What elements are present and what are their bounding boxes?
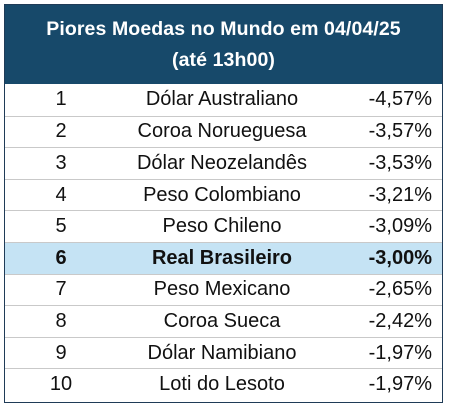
change-value-cell: -3,57% xyxy=(368,120,432,143)
currency-name-cell: Loti do Lesoto xyxy=(159,373,285,396)
table-title: Piores Moedas no Mundo em 04/04/25 xyxy=(46,17,401,40)
table-subtitle: (até 13h00) xyxy=(172,48,275,71)
rank-cell: 5 xyxy=(55,215,67,238)
currency-name-cell: Peso Chileno xyxy=(162,215,282,238)
rank-cell: 1 xyxy=(55,88,67,111)
currency-name-cell: Peso Mexicano xyxy=(153,278,291,301)
change-value-cell: -3,21% xyxy=(368,183,432,206)
rank-cell: 3 xyxy=(55,151,67,174)
rank-cell: 6 xyxy=(55,246,67,269)
table-row: 9 Dólar Namibiano -1,97% xyxy=(5,336,442,369)
rank-cell: 2 xyxy=(55,120,67,143)
change-value-cell: -3,00% xyxy=(368,246,432,269)
currency-name-cell: Dólar Australiano xyxy=(145,88,299,111)
currency-name-cell: Coroa Norueguesa xyxy=(137,120,307,143)
currency-name-cell: Peso Colombiano xyxy=(143,183,301,206)
table-row: 8 Coroa Sueca -2,42% xyxy=(5,305,442,337)
change-value-cell: -3,53% xyxy=(368,151,432,174)
rank-cell: 8 xyxy=(55,309,67,332)
table-body: 1 Dólar Australiano -4,57% 2 Coroa Noruegues… xyxy=(5,84,442,400)
currency-name-cell: Coroa Sueca xyxy=(163,309,281,332)
table-header: Piores Moedas no Mundo em 04/04/25 (até … xyxy=(5,5,442,84)
change-value-cell: -3,09% xyxy=(368,215,432,238)
rank-cell: 7 xyxy=(55,278,67,301)
table-row: 7 Peso Mexicano -2,65% xyxy=(5,273,442,306)
change-value-cell: -2,42% xyxy=(368,309,432,332)
currency-name-cell: Real Brasileiro xyxy=(151,246,293,269)
change-value-cell: -1,97% xyxy=(368,341,432,364)
rank-cell: 4 xyxy=(55,183,67,206)
table-row: 1 Dólar Australiano -4,57% xyxy=(5,84,442,116)
table-row: 4 Peso Colombiano -3,21% xyxy=(5,178,442,211)
change-value-cell: -1,97% xyxy=(368,373,432,396)
currency-table: Piores Moedas no Mundo em 04/04/25 (até … xyxy=(4,4,443,403)
table-row: 3 Dólar Neozelandês -3,53% xyxy=(5,147,442,179)
rank-cell: 9 xyxy=(55,341,67,364)
table-row: 6 Real Brasileiro -3,00% xyxy=(5,241,442,274)
table-row: 2 Coroa Norueguesa -3,57% xyxy=(5,115,442,148)
change-value-cell: -4,57% xyxy=(368,88,432,111)
currency-name-cell: Dólar Neozelandês xyxy=(136,151,308,174)
currency-name-cell: Dólar Namibiano xyxy=(147,341,297,364)
table-row: 5 Peso Chileno -3,09% xyxy=(5,210,442,242)
table-row: 10 Loti do Lesoto -1,97% xyxy=(5,368,442,400)
change-value-cell: -2,65% xyxy=(368,278,432,301)
rank-cell: 10 xyxy=(49,373,73,396)
